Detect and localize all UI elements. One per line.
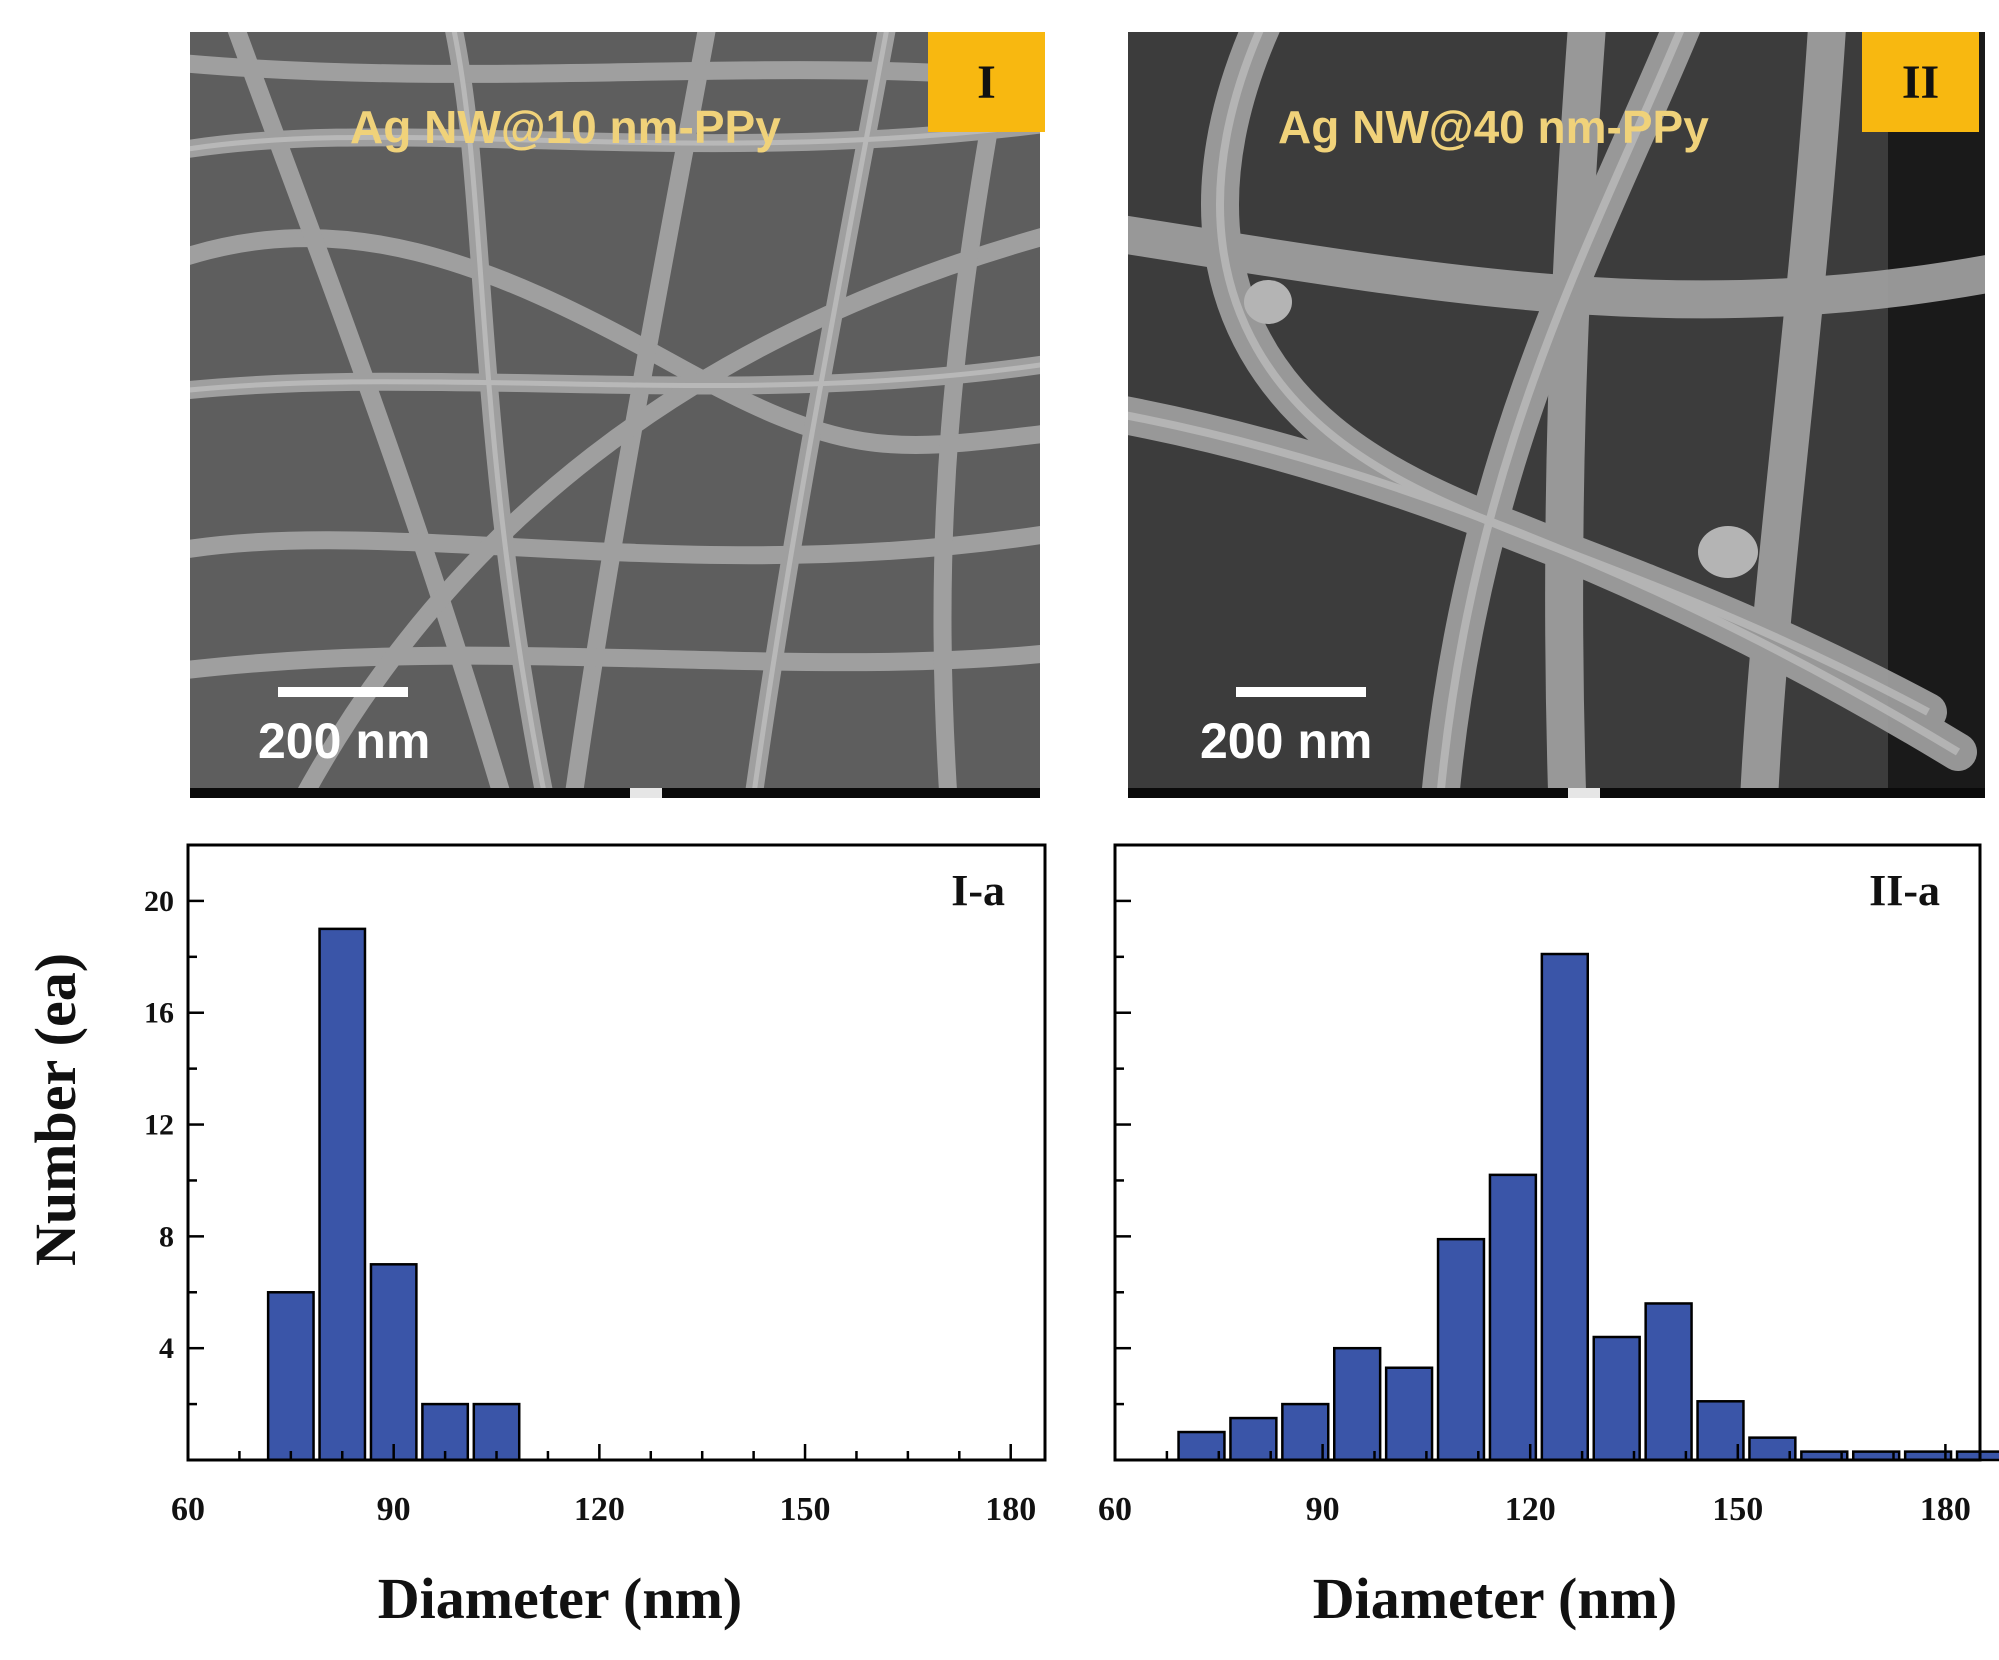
- plot-frame: [1113, 843, 1982, 1462]
- x-tick-label: 120: [574, 1491, 625, 1528]
- y-tick-label: 20: [144, 885, 174, 918]
- histogram-bar: [318, 927, 367, 1462]
- scale-bar-label: 200 nm: [1200, 713, 1373, 769]
- y-tick-label: 4: [159, 1332, 174, 1365]
- x-tick-label: 150: [1712, 1491, 1763, 1528]
- plot-frame: [186, 843, 1047, 1462]
- panel-badge: II: [1862, 32, 1979, 132]
- chart-panel-title: I-a: [951, 866, 1005, 915]
- x-tick-label: 150: [780, 1491, 831, 1528]
- histogram-bar: [1229, 1416, 1278, 1462]
- panel-badge: I: [928, 32, 1045, 132]
- histogram-bar: [1384, 1366, 1434, 1462]
- sem-info-mark: [630, 788, 662, 798]
- histogram-bar: [421, 1402, 470, 1462]
- histogram-bar: [1696, 1400, 1745, 1462]
- sem-info-strip: [1128, 788, 1985, 798]
- x-tick-label: 60: [1098, 1491, 1132, 1528]
- sem-label: Ag NW@10 nm-PPy: [350, 101, 781, 153]
- x-tick-label: 180: [1920, 1491, 1971, 1528]
- histogram-bar: [1540, 952, 1590, 1462]
- x-tick-label: 90: [377, 1491, 411, 1528]
- x-axis-label: Diameter (nm): [377, 1566, 743, 1631]
- sem-label: Ag NW@40 nm-PPy: [1278, 101, 1709, 153]
- x-tick-label: 180: [985, 1491, 1036, 1528]
- y-axis-label: Number (ea): [23, 952, 88, 1266]
- sem-info-strip: [190, 788, 1040, 798]
- sem-image-I: Ag NW@10 nm-PPy 200 nm: [190, 32, 1040, 798]
- x-tick-label: 90: [1306, 1491, 1340, 1528]
- scale-bar-label: 200 nm: [258, 713, 431, 769]
- chart-panel-title: II-a: [1869, 866, 1940, 915]
- histogram-bar: [1177, 1430, 1226, 1462]
- histogram-bar: [1436, 1237, 1486, 1462]
- y-tick-label: 12: [144, 1109, 174, 1142]
- scale-bar: [278, 687, 408, 697]
- histogram-bar: [1281, 1402, 1330, 1462]
- histogram-bar: [1333, 1346, 1382, 1462]
- y-tick-label: 16: [144, 997, 174, 1030]
- x-tick-label: 120: [1505, 1491, 1556, 1528]
- histogram-bar: [266, 1291, 315, 1462]
- histogram-bar: [369, 1263, 418, 1462]
- histogram-I-a: 4 8 12 16 20 60 90 120 150 180 I-a: [144, 843, 1047, 1528]
- y-tick-label: 8: [159, 1220, 174, 1253]
- sem-image-II: Ag NW@40 nm-PPy 200 nm: [1128, 32, 1985, 798]
- nanowire-texture: [190, 32, 1040, 798]
- scale-bar: [1236, 687, 1366, 697]
- x-axis-label: Diameter (nm): [1312, 1566, 1678, 1631]
- x-tick-label: 60: [171, 1491, 205, 1528]
- histogram-bar: [1644, 1302, 1693, 1462]
- histogram-bar: [1488, 1173, 1538, 1462]
- sem-info-mark: [1568, 788, 1600, 798]
- histogram-II-a: 60 90 120 150 180 II-a: [1098, 843, 1999, 1528]
- histogram-bar: [1592, 1335, 1641, 1462]
- nanowire-texture: [1128, 32, 1985, 798]
